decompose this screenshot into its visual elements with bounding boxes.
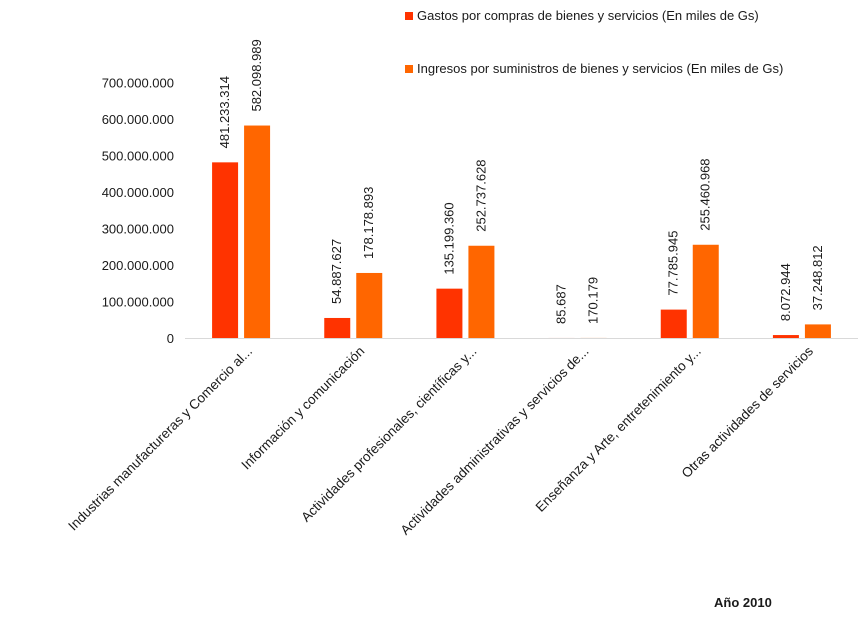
bar-gastos [436,288,463,338]
bar-ingresos [692,244,719,338]
data-label: 170.179 [586,277,601,324]
data-label: 582.098.989 [249,39,264,111]
y-tick-label: 300.000.000 [102,222,174,237]
data-label: 85.687 [554,284,569,324]
data-labels: 481.233.314 582.098.989 54.887.627 178.178.… [217,39,825,324]
x-tick-label: Actividades profesionales, científicas y… [298,344,479,525]
y-tick-label: 400.000.000 [102,185,174,200]
data-label: 255.460.968 [698,158,713,230]
y-tick-label: 200.000.000 [102,258,174,273]
data-label: 252.737.628 [473,159,488,231]
data-label: 54.887.627 [329,239,344,304]
footnote-year: Año 2010 [714,595,772,610]
x-axis: Industrias manufactureras y Comercio al.… [65,338,858,538]
bar-gastos [212,162,239,338]
bar-gastos [324,317,351,338]
bar-ingresos [468,245,495,338]
legend-label-ingresos: Ingresos por suministros de bienes y ser… [417,61,784,76]
y-tick-label: 600.000.000 [102,112,174,127]
y-tick-label: 500.000.000 [102,149,174,164]
legend-swatch-ingresos [405,64,413,73]
data-label: 8.072.944 [778,263,793,321]
y-axis: 0 100.000.000 200.000.000 300.000.000 400.00… [102,76,174,347]
legend-item-gastos: Gastos por compras de bienes y servicios… [405,8,783,23]
bar-ingresos [244,125,271,338]
y-tick-label: 100.000.000 [102,295,174,310]
bar-gastos [660,309,687,338]
data-label: 37.248.812 [810,245,825,310]
x-tick-label: Industrias manufactureras y Comercio al.… [65,344,255,534]
bars [212,125,831,338]
legend-swatch-gastos [405,11,413,20]
bar-ingresos [356,272,383,338]
x-tick-label: Otras actividades de servicios [679,343,817,481]
data-label: 481.233.314 [217,76,232,148]
data-label: 135.199.360 [441,202,456,274]
bar-gastos [772,335,799,338]
legend-label-gastos: Gastos por compras de bienes y servicios… [417,8,759,23]
data-label: 77.785.945 [666,231,681,296]
y-tick-label: 700.000.000 [102,76,174,91]
x-tick-label: Información y comunicación [238,344,367,473]
legend-item-ingresos: Ingresos por suministros de bienes y ser… [405,61,783,76]
x-tick-label: Actividades administrativas y servicios … [398,344,592,538]
legend: Gastos por compras de bienes y servicios… [405,8,783,76]
data-label: 178.178.893 [361,187,376,259]
y-tick-label: 0 [167,331,174,346]
bar-ingresos [804,324,831,338]
